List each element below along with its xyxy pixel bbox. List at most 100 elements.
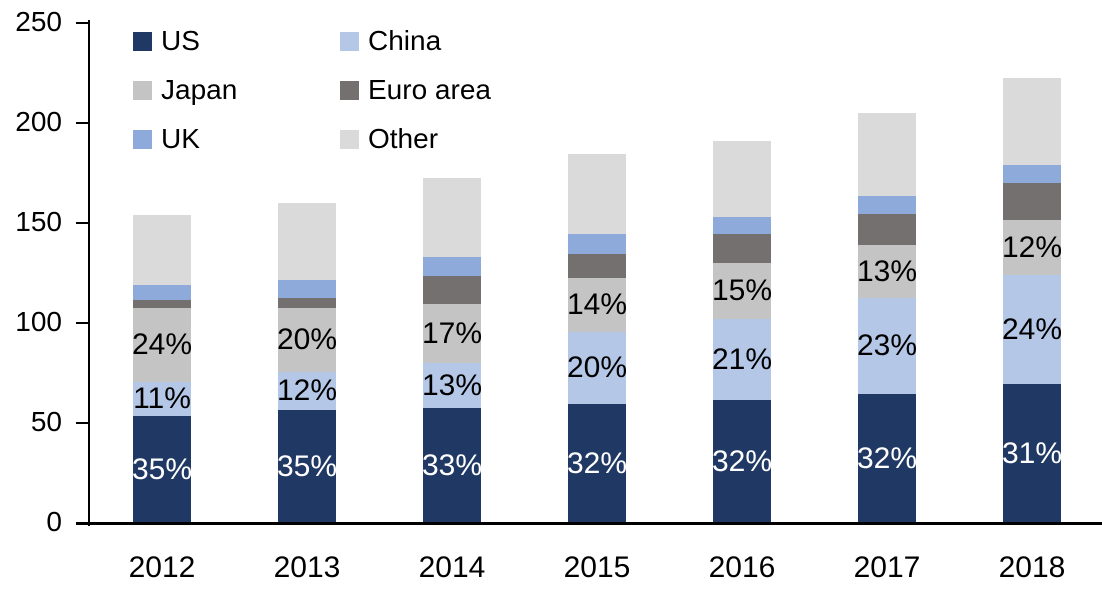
bar-segment-euro-area-2018 [1003,183,1061,220]
bar-segment-euro-area-2017 [858,214,916,245]
bar-segment-us-2016: 32% [711,400,773,523]
x-axis-tick-label-2017: 2017 [853,551,921,584]
x-axis-tick-label-2016: 2016 [708,551,776,584]
segment-label-us-2017: 32% [856,441,918,475]
legend-label-japan: Japan [161,74,238,105]
segment-label-japan-2012: 24% [131,328,193,361]
segment-label-japan-2018: 12% [1001,230,1063,264]
segment-label-china-2012: 11% [133,382,191,415]
bar-segment-uk-2016 [713,217,771,234]
legend-label-euro-area: Euro area [368,74,491,105]
bar-segment-china-2013: 12% [276,372,338,410]
segment-label-us-2014: 33% [421,448,483,482]
y-axis-tick-label-50: 50 [30,406,62,437]
bar-segment-euro-area-2014 [423,276,481,304]
bar-segment-uk-2015 [568,234,626,254]
legend-swatch-japan [133,80,152,100]
bar-segment-japan-2012: 24% [131,308,193,382]
bar-segment-japan-2014: 17% [421,304,483,363]
segment-label-japan-2013: 20% [276,323,338,356]
bar-segment-china-2018: 24% [1001,275,1063,384]
bar-segment-other-2014 [423,178,481,257]
segment-label-japan-2016: 15% [711,274,773,307]
y-axis-tick-label-200: 200 [15,106,62,137]
x-axis-tick-label-2018: 2018 [998,551,1066,584]
bar-segment-uk-2012 [133,285,191,300]
legend-item-uk: UK [133,124,200,154]
bar-segment-us-2015: 32% [566,404,628,523]
legend-swatch-euro-area [340,80,359,100]
bar-segment-other-2012 [133,215,191,285]
legend-item-japan: Japan [133,75,237,105]
bar-segment-china-2014: 13% [421,363,483,408]
legend-swatch-uk [133,129,152,149]
segment-label-japan-2015: 14% [566,288,628,321]
x-axis-tick-label-2014: 2014 [418,551,486,584]
legend-label-us: US [161,25,200,56]
bar-segment-china-2016: 21% [712,319,772,400]
bar-segment-japan-2018: 12% [1001,220,1063,275]
bar-segment-china-2017: 23% [856,298,918,394]
legend-label-uk: UK [161,123,200,154]
segment-label-us-2012: 35% [131,452,193,486]
bar-segment-euro-area-2015 [568,254,626,278]
legend-label-china: China [368,25,442,56]
bar-segment-euro-area-2012 [133,300,191,308]
x-axis-tick-label-2015: 2015 [563,551,631,584]
bar-segment-us-2017: 32% [856,394,918,523]
segment-label-china-2014: 13% [421,368,483,402]
segment-label-china-2017: 23% [856,329,918,362]
bar-segment-other-2018 [1003,78,1061,165]
legend-swatch-china [340,31,359,51]
bar-segment-other-2015 [568,154,626,234]
x-axis-line [76,522,1102,525]
bar-segment-japan-2016: 15% [711,263,773,319]
bar-segment-euro-area-2016 [713,234,771,263]
bar-segment-uk-2017 [858,196,916,214]
bar-segment-uk-2014 [423,257,481,276]
y-axis-tick-mark [76,222,89,224]
legend-item-china: China [340,26,441,56]
legend-item-us: US [133,26,200,56]
bar-segment-us-2014: 33% [421,408,483,523]
segment-label-china-2015: 20% [566,351,628,384]
y-axis-tick-mark [76,122,89,124]
x-axis-tick-label-2013: 2013 [273,551,341,584]
y-axis-tick-mark [76,22,89,24]
y-axis-line [88,20,90,526]
segment-label-us-2013: 35% [276,449,338,483]
bar-segment-china-2015: 20% [566,332,628,404]
bar-segment-uk-2013 [278,280,336,298]
legend-swatch-other [340,129,359,149]
bar-segment-euro-area-2013 [278,298,336,308]
legend-label-other: Other [368,123,439,154]
y-axis-tick-label-0: 0 [46,506,62,537]
segment-label-japan-2017: 13% [856,254,918,288]
legend-item-euro-area: Euro area [340,75,491,105]
bar-segment-japan-2015: 14% [566,278,628,332]
bar-segment-other-2016 [713,141,771,217]
bar-segment-uk-2018 [1003,165,1061,183]
bar-segment-other-2013 [278,203,336,280]
legend-item-other: Other [340,124,438,154]
bar-segment-us-2018: 31% [1001,384,1063,523]
y-axis-tick-mark [76,322,89,324]
segment-label-us-2015: 32% [566,446,628,480]
y-axis-tick-label-100: 100 [15,306,62,337]
bar-segment-other-2017 [858,113,916,196]
segment-label-us-2018: 31% [1001,436,1063,470]
x-axis-tick-label-2012: 2012 [128,551,196,584]
bar-segment-china-2012: 11% [133,382,191,416]
y-axis-tick-mark [76,422,89,424]
legend-swatch-us [133,31,152,51]
y-axis-tick-label-250: 250 [15,6,62,37]
bar-segment-us-2013: 35% [276,410,338,523]
bar-segment-us-2012: 35% [131,416,193,523]
bar-segment-japan-2013: 20% [276,308,338,372]
segment-label-china-2013: 12% [276,374,338,407]
segment-label-japan-2014: 17% [421,316,483,350]
segment-label-us-2016: 32% [711,444,773,478]
segment-label-china-2018: 24% [1001,312,1063,346]
bar-segment-japan-2017: 13% [856,245,918,298]
